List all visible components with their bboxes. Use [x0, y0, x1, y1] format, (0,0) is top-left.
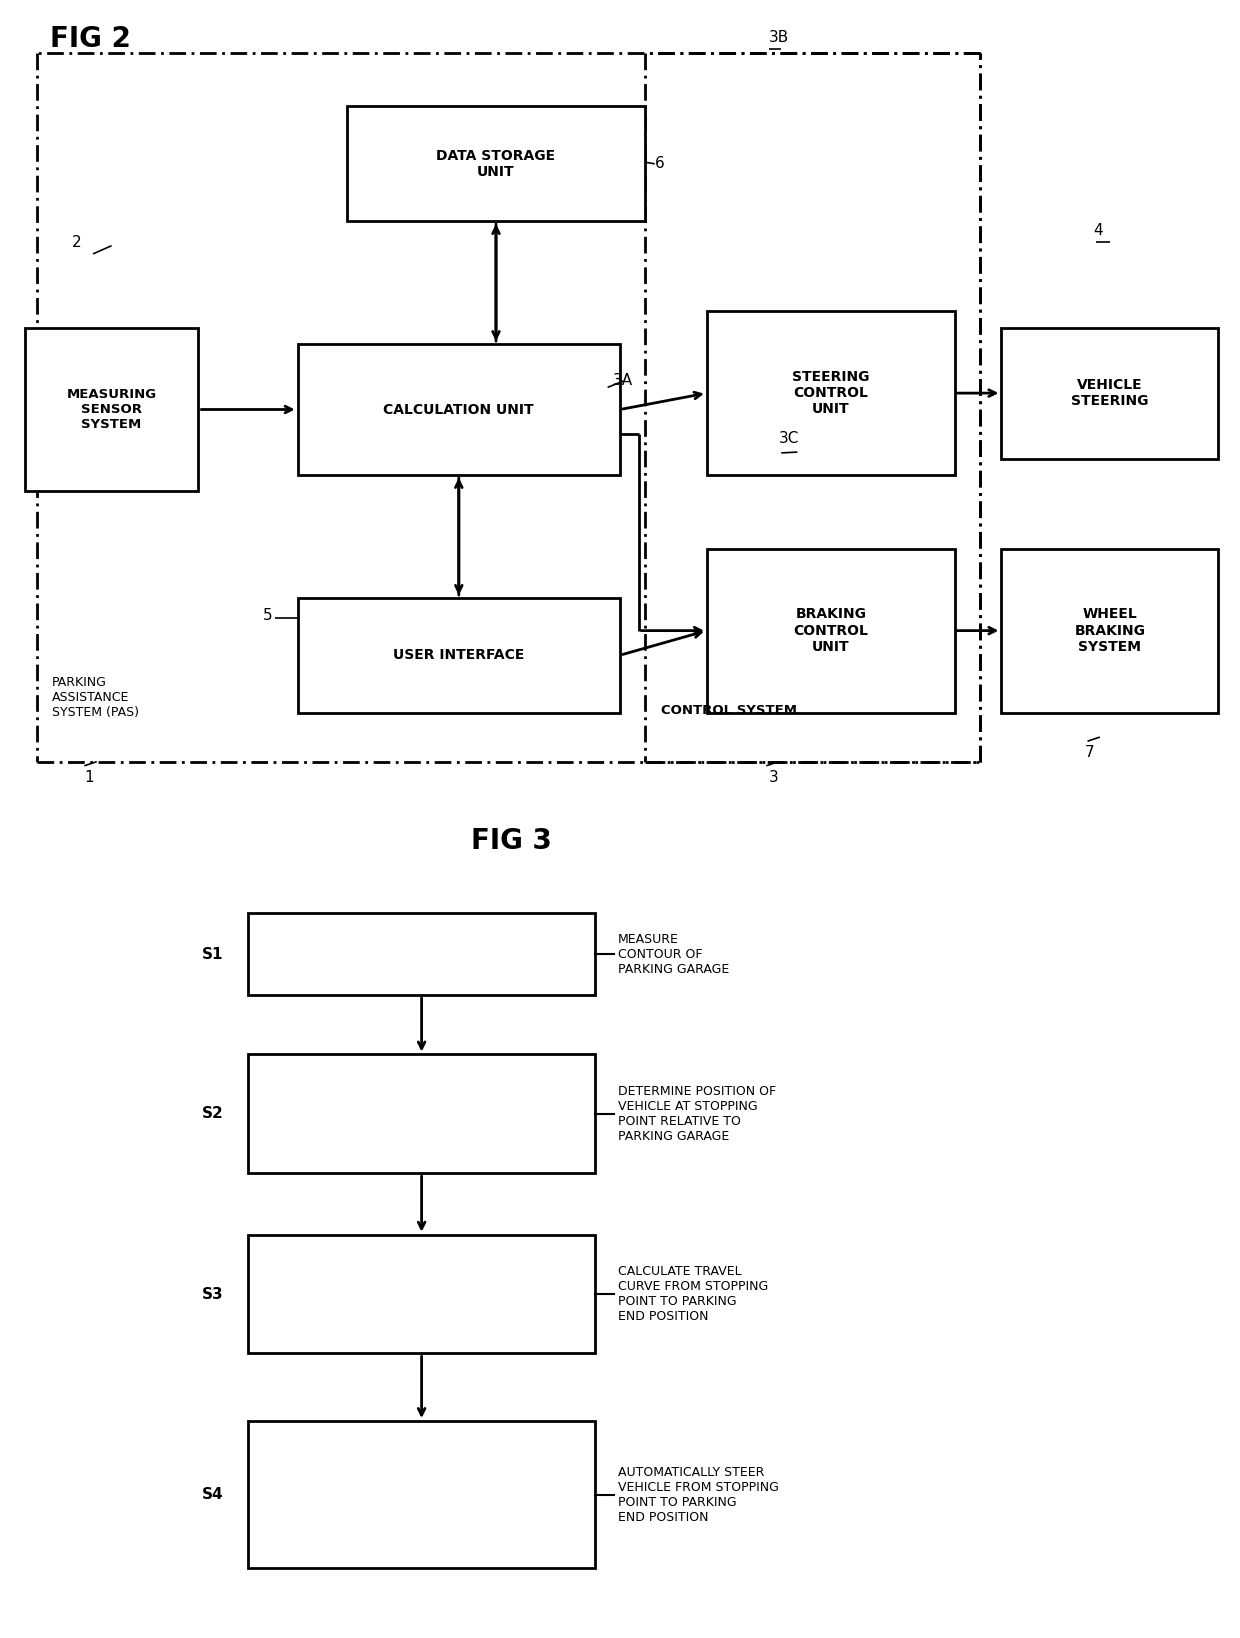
Text: 3B: 3B [769, 29, 789, 46]
Text: CALCULATE TRAVEL
CURVE FROM STOPPING
POINT TO PARKING
END POSITION: CALCULATE TRAVEL CURVE FROM STOPPING POI… [618, 1265, 768, 1324]
Text: 3: 3 [769, 770, 779, 785]
Text: AUTOMATICALLY STEER
VEHICLE FROM STOPPING
POINT TO PARKING
END POSITION: AUTOMATICALLY STEER VEHICLE FROM STOPPIN… [618, 1466, 779, 1523]
Text: 6: 6 [655, 156, 665, 172]
Text: 7: 7 [1085, 745, 1095, 760]
Text: S3: S3 [202, 1286, 223, 1302]
Bar [707, 311, 955, 475]
Text: 1: 1 [84, 770, 94, 785]
Text: 3A: 3A [613, 373, 632, 388]
Text: DATA STORAGE
UNIT: DATA STORAGE UNIT [436, 149, 556, 179]
Text: VEHICLE
STEERING: VEHICLE STEERING [1071, 378, 1148, 408]
Bar [248, 1235, 595, 1353]
Bar [1002, 328, 1218, 459]
Text: DETERMINE POSITION OF
VEHICLE AT STOPPING
POINT RELATIVE TO
PARKING GARAGE: DETERMINE POSITION OF VEHICLE AT STOPPIN… [618, 1084, 776, 1143]
Text: S1: S1 [202, 947, 223, 962]
Bar [248, 914, 595, 996]
Bar [248, 1420, 595, 1569]
Text: CALCULATION UNIT: CALCULATION UNIT [383, 403, 534, 416]
Bar [298, 344, 620, 475]
Text: 4: 4 [1094, 223, 1104, 238]
Text: 5: 5 [263, 608, 273, 624]
Text: FIG 2: FIG 2 [50, 25, 130, 52]
Bar [347, 106, 645, 221]
Text: USER INTERFACE: USER INTERFACE [393, 649, 525, 662]
Bar [25, 328, 198, 491]
Text: 3C: 3C [779, 431, 799, 446]
Text: STEERING
CONTROL
UNIT: STEERING CONTROL UNIT [792, 370, 869, 416]
Text: CONTROL SYSTEM: CONTROL SYSTEM [661, 704, 797, 717]
Text: PARKING
ASSISTANCE
SYSTEM (PAS): PARKING ASSISTANCE SYSTEM (PAS) [52, 675, 139, 719]
Text: WHEEL
BRAKING
SYSTEM: WHEEL BRAKING SYSTEM [1074, 608, 1146, 654]
Bar [248, 1055, 595, 1173]
Bar [707, 549, 955, 713]
Text: MEASURING
SENSOR
SYSTEM: MEASURING SENSOR SYSTEM [67, 388, 156, 431]
Text: MEASURE
CONTOUR OF
PARKING GARAGE: MEASURE CONTOUR OF PARKING GARAGE [618, 932, 729, 976]
Bar [298, 598, 620, 713]
Text: S2: S2 [201, 1106, 223, 1122]
Bar [1002, 549, 1218, 713]
Text: FIG 3: FIG 3 [471, 827, 552, 855]
Text: 2: 2 [72, 234, 82, 251]
Text: S4: S4 [202, 1487, 223, 1502]
Text: BRAKING
CONTROL
UNIT: BRAKING CONTROL UNIT [794, 608, 868, 654]
